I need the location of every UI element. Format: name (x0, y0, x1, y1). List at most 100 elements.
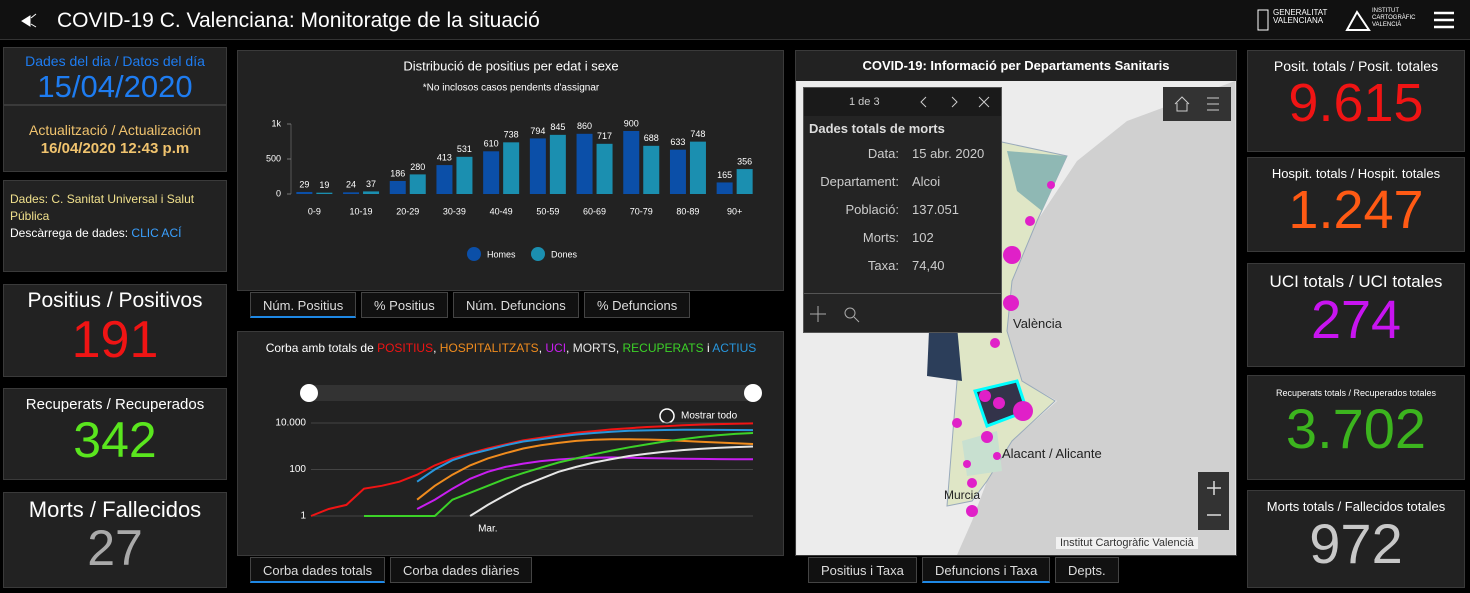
bar (529, 138, 546, 194)
y-tick-label: 500 (266, 153, 281, 163)
slider-track[interactable] (306, 385, 756, 401)
zoom-icon[interactable] (659, 408, 675, 424)
legend-swatch (467, 247, 481, 261)
header-icon (21, 13, 37, 28)
menu-button[interactable] (1434, 11, 1454, 29)
series-line (416, 428, 754, 483)
curve-panel: Corba amb totals de POSITIUS, HOSPITALIT… (237, 331, 784, 556)
legend-label: Homes (487, 249, 516, 259)
x-tick-label: 70-79 (630, 206, 653, 216)
zoom-label[interactable]: Mostrar todo (681, 411, 738, 422)
y-tick-label: 1k (271, 118, 281, 128)
title-separator: i (704, 341, 713, 355)
logo-icv: INSTITUT CARTOGRÀFIC VALENCIÀ (1372, 8, 1415, 29)
app-title: COVID-19 C. Valenciana: Monitoratge de l… (57, 9, 540, 32)
bar-label: 165 (717, 170, 732, 180)
place-label: Alacant / Alicante (1002, 446, 1102, 461)
field-value: Alcoi (912, 174, 941, 189)
download-row: Descàrrega de dades: CLIC ACÍ (10, 225, 220, 242)
bar-label: 900 (624, 118, 639, 128)
stat-value: 1.247 (1288, 180, 1424, 240)
update-value: 16/04/2020 12:43 p.m (40, 140, 190, 157)
stat-value: 191 (71, 311, 159, 369)
bar (736, 169, 753, 194)
x-tick-label: 30-39 (443, 206, 466, 216)
series-name: MORTS (573, 341, 616, 355)
bar-label: 794 (530, 126, 545, 136)
stat-card: Posit. totals / Posit. totales 9.615 (1247, 50, 1465, 152)
popup-nav[interactable] (914, 94, 1000, 110)
stat-value: 27 (87, 520, 143, 576)
bar (689, 141, 706, 194)
map-tool-icons[interactable] (1163, 87, 1231, 121)
date-box: Dades del dia / Datos del día 15/04/2020 (3, 47, 227, 105)
field-label: Data: (867, 146, 899, 161)
bar (456, 156, 473, 194)
bar (436, 165, 453, 194)
tab[interactable]: Corba dades diàries (390, 557, 533, 583)
update-label: Actualització / Actualización (29, 122, 201, 138)
x-tick-label: 50-59 (536, 206, 559, 216)
series-line (416, 438, 754, 501)
zoom-controls[interactable] (1198, 472, 1229, 530)
age-title: Distribució de positius per edat i sexe (403, 58, 618, 73)
bar (576, 133, 593, 194)
tab[interactable]: Defuncions i Taxa (922, 557, 1051, 583)
field-value: 102 (912, 230, 934, 245)
source-box: Dades: C. Sanitat Universal i Salut Públ… (3, 180, 227, 272)
logo-gva: GENERALITAT VALENCIANA (1273, 9, 1327, 25)
map-tabs: Positius i Taxa Defuncions i Taxa Depts. (808, 557, 1228, 584)
tab[interactable]: % Defuncions (584, 292, 691, 318)
tab[interactable]: Corba dades totals (250, 557, 386, 583)
bar (669, 149, 686, 194)
bar-label: 748 (690, 129, 705, 139)
age-subtitle: *No inclosos casos pendents d'assignar (423, 83, 600, 94)
tab[interactable]: Núm. Defuncions (453, 292, 579, 318)
y-tick-label: 100 (289, 464, 306, 475)
stat-label: Posit. totals / Posit. totales (1273, 58, 1439, 74)
field-value: 74,40 (912, 258, 945, 273)
field-label: Departament: (820, 174, 899, 189)
age-tabs: Núm. Positius% Positius Núm. Defuncions% … (250, 292, 770, 319)
zoom-icons[interactable] (1198, 472, 1229, 530)
stat-value: 342 (73, 412, 157, 468)
x-tick-label: 60-69 (583, 206, 606, 216)
x-tick-label: 40-49 (490, 206, 513, 216)
series-name: RECUPERATS (623, 341, 704, 355)
map-tools (1163, 87, 1231, 121)
stat-card: Morts / Fallecidos 27 (3, 492, 227, 588)
bar (363, 191, 380, 194)
download-link[interactable]: CLIC ACÍ (131, 226, 182, 240)
tab[interactable]: Núm. Positius (250, 292, 357, 318)
series-line (364, 432, 754, 517)
attribution: Institut Cartogràfic Valencià (1056, 537, 1198, 549)
bar-label: 24 (346, 180, 356, 190)
field-label: Taxa: (867, 258, 899, 273)
y-tick-label: 0 (276, 188, 281, 198)
stat-value: 972 (1309, 512, 1403, 575)
slider-handle[interactable] (744, 384, 762, 402)
popup-actions[interactable] (804, 294, 874, 334)
bar (343, 192, 360, 194)
bar-label: 19 (319, 180, 329, 190)
tab[interactable]: Positius i Taxa (808, 557, 917, 583)
date-value: 15/04/2020 (37, 69, 193, 104)
tab[interactable]: Depts. (1055, 557, 1119, 583)
popup: 1 de 3 Dades totals de morts Data: 15 abr… (803, 87, 1002, 333)
bar-label: 413 (437, 152, 452, 162)
bar (549, 134, 566, 194)
slider-handle[interactable] (300, 384, 318, 402)
bar (716, 182, 733, 194)
bar-label: 610 (484, 139, 499, 149)
x-tick-label: 80-89 (676, 206, 699, 216)
bar (389, 180, 406, 194)
logo-line: GENERALITAT (1273, 8, 1328, 17)
stat-value: 274 (1310, 290, 1402, 350)
stat-label: Recuperats totals / Recuperados totales (1275, 388, 1437, 398)
stat-card: Hospit. totals / Hospit. totales 1.247 (1247, 157, 1465, 252)
tab[interactable]: % Positius (361, 292, 448, 318)
legend-swatch (531, 247, 545, 261)
date-label: Dades del dia / Datos del día (25, 53, 205, 69)
y-tick-label: 10.000 (275, 418, 306, 429)
